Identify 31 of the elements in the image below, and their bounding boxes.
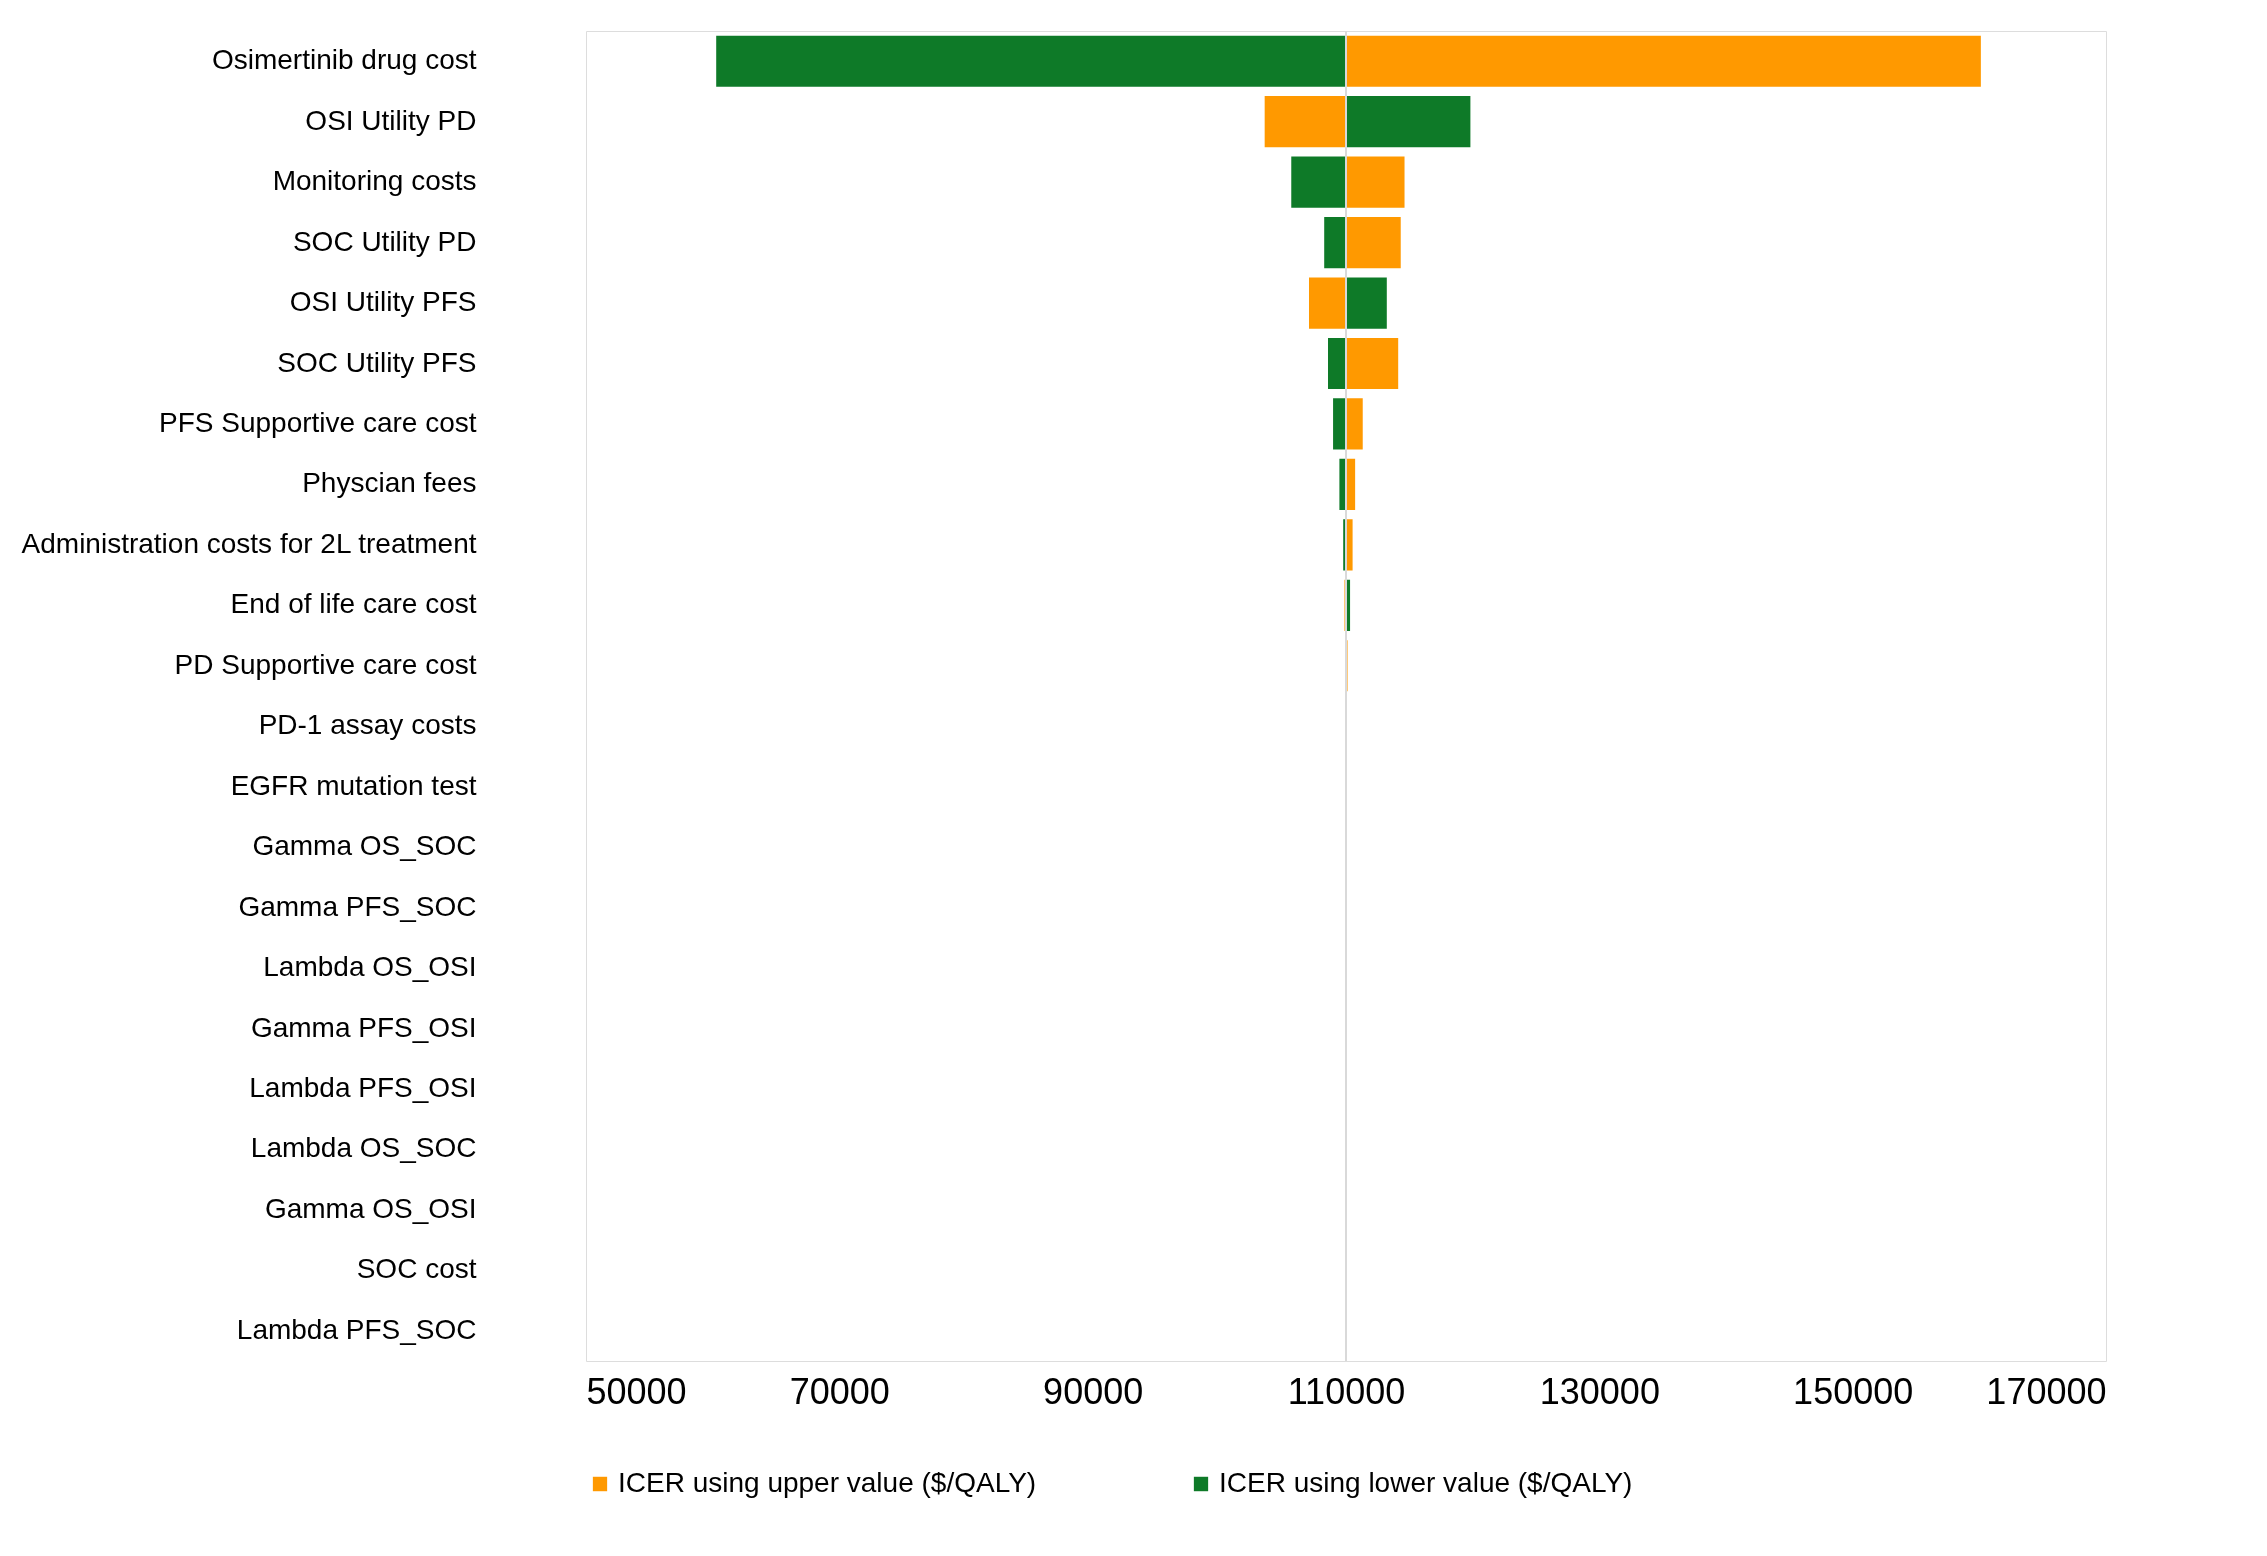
y-tick-label: Lambda PFS_SOC: [236, 1313, 477, 1345]
x-tick-label: 110000: [1287, 1370, 1406, 1412]
x-tick-label: 90000: [1043, 1370, 1144, 1412]
y-tick-label: Physcian fees: [302, 467, 477, 499]
legend-label: ICER using upper value ($/QALY): [618, 1467, 1037, 1498]
x-tick-label: 70000: [789, 1370, 890, 1412]
x-tick-label: 50000: [586, 1370, 687, 1412]
y-tick-label: Gamma PFS_SOC: [238, 890, 477, 922]
y-tick-label: PFS Supportive care cost: [159, 406, 477, 438]
y-tick-label: Lambda OS_SOC: [250, 1132, 477, 1164]
y-tick-label: OSI Utility PD: [305, 104, 477, 136]
y-tick-label: Gamma OS_OSI: [264, 1192, 477, 1224]
y-tick-label: Gamma OS_SOC: [252, 830, 477, 862]
y-tick-label: Osimertinib drug cost: [211, 44, 477, 76]
y-tick-label: Administration costs for 2L treatment: [21, 527, 477, 559]
y-tick-label: PD-1 assay costs: [258, 709, 477, 741]
y-tick-label: End of life care cost: [230, 588, 477, 620]
y-tick-label: Gamma PFS_OSI: [250, 1011, 477, 1043]
y-tick-label: SOC Utility PD: [292, 225, 477, 257]
y-tick-label: SOC cost: [356, 1253, 477, 1285]
y-tick-label: OSI Utility PFS: [289, 286, 477, 318]
x-tick-label: 170000: [1986, 1370, 2107, 1412]
y-tick-label: Lambda PFS_OSI: [249, 1071, 477, 1103]
y-tick-label: EGFR mutation test: [230, 769, 477, 801]
legend-label: ICER using lower value ($/QALY): [1219, 1467, 1633, 1498]
y-tick-label: Monitoring costs: [272, 165, 477, 197]
x-tick-label: 150000: [1793, 1370, 1914, 1412]
x-tick-label: 130000: [1539, 1370, 1660, 1412]
y-tick-label: Lambda OS_OSI: [263, 951, 477, 983]
y-tick-label: SOC Utility PFS: [277, 346, 477, 378]
y-tick-label: PD Supportive care cost: [174, 648, 477, 680]
